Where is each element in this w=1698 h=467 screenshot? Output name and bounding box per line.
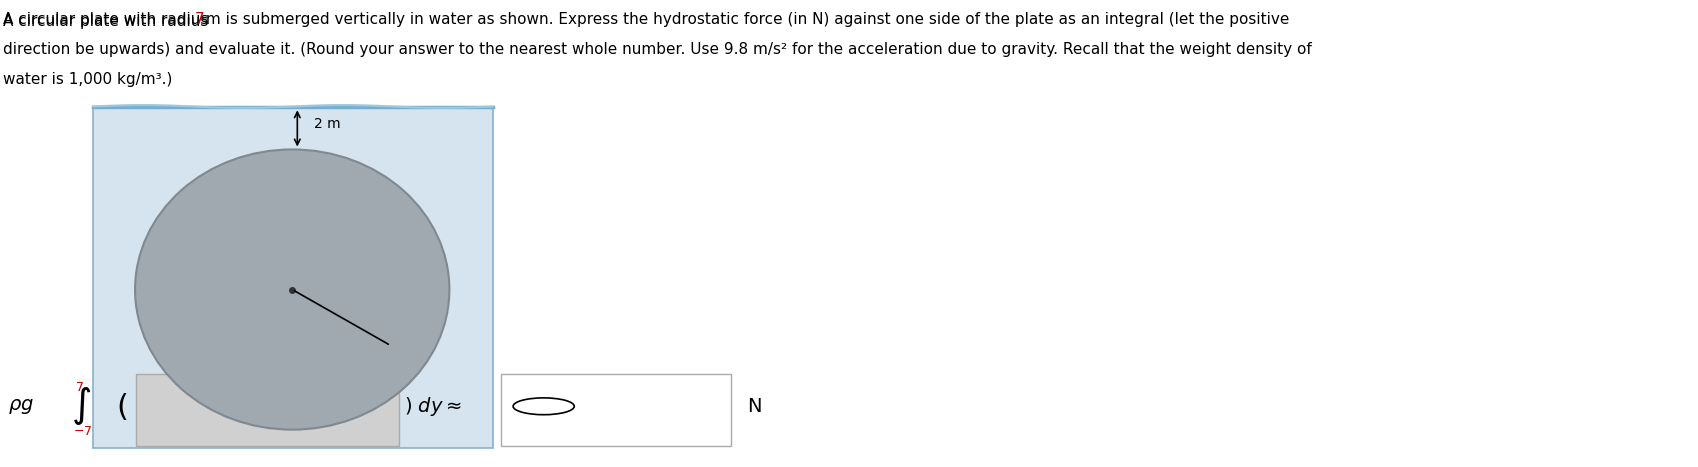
Ellipse shape <box>136 149 448 430</box>
Text: water is 1,000 kg/m³.): water is 1,000 kg/m³.) <box>3 72 173 87</box>
Text: $-7$: $-7$ <box>73 425 92 439</box>
Text: 2 m: 2 m <box>314 117 341 131</box>
Text: $)\ dy \approx$: $)\ dy \approx$ <box>404 395 462 418</box>
Text: 7 m: 7 m <box>353 318 380 332</box>
FancyBboxPatch shape <box>93 107 492 448</box>
Text: A circular plate with radius: A circular plate with radius <box>3 12 214 27</box>
Text: 7: 7 <box>195 12 204 27</box>
Text: A circular plate with radius: A circular plate with radius <box>3 14 214 29</box>
Text: m is submerged vertically in water as shown. Express the hydrostatic force (in N: m is submerged vertically in water as sh… <box>202 12 1289 27</box>
Text: 7: 7 <box>76 381 85 394</box>
Circle shape <box>513 398 574 415</box>
Text: direction be upwards) and evaluate it. (Round your answer to the nearest whole n: direction be upwards) and evaluate it. (… <box>3 42 1311 57</box>
Text: N: N <box>747 397 762 416</box>
FancyBboxPatch shape <box>136 374 399 446</box>
Text: $\rho g$: $\rho g$ <box>8 397 34 416</box>
FancyBboxPatch shape <box>501 374 730 446</box>
Text: $\int$: $\int$ <box>71 385 92 427</box>
Text: $($: $($ <box>115 391 127 422</box>
Text: i: i <box>542 400 545 413</box>
